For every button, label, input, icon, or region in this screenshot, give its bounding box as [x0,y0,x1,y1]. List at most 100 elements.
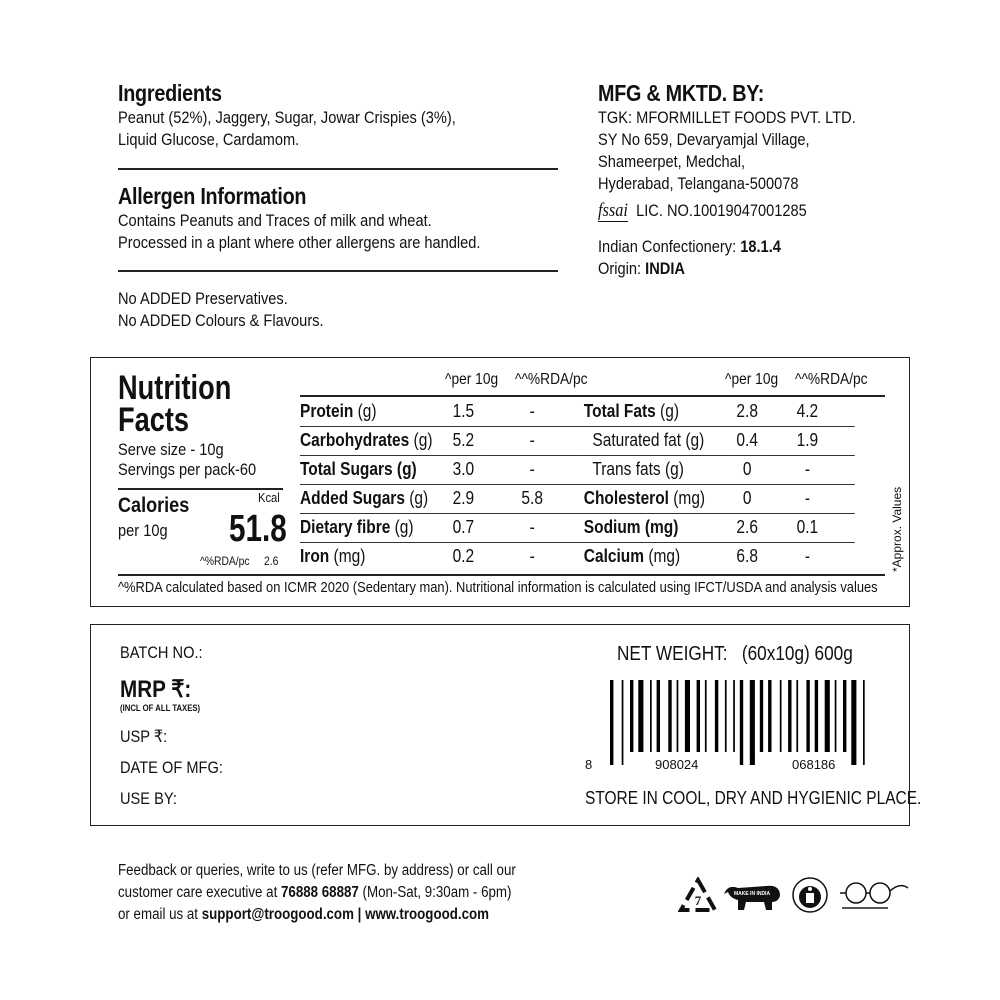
barcode-bar [863,680,865,765]
value-per-10g: 0.7 [446,513,481,543]
nutrient-unit: (g) [409,430,433,450]
nutrient-unit: (g) [353,400,377,421]
value-per-10g: 0.2 [452,546,475,567]
barcode-bar [843,680,847,752]
value-rda: - [804,546,810,567]
nutrient-unit: (g) [655,400,679,421]
nutrient-row: Protein (g) 1.5- Total Fats (g) 2.8 4.2 [300,397,855,427]
allergen-line: Processed in a plant where other allerge… [118,233,481,252]
claim: No ADDED Colours & Flavours. [118,311,324,330]
value-rda: - [760,455,855,485]
nutrient-name: Sodium (mg) [583,517,679,537]
value-rda: 0.1 [760,513,855,543]
barcode [610,680,865,765]
nutrient-name: Carbohydrates [300,430,410,450]
calories-value: 51.8 [229,508,287,550]
barcode-bar [610,680,614,765]
barcode-bar [759,680,764,752]
origin-value: INDIA [645,259,685,278]
rda-footnote: ^%RDA calculated based on ICMR 2020 (Sed… [118,579,878,596]
approx-values-note: *Approx. Values [890,486,904,572]
use-by-label: USE BY: [120,789,177,808]
nutrient-name: Protein [300,400,354,421]
email-link[interactable]: support@troogood.com [201,906,354,923]
barcode-bar [749,680,755,765]
calories-unit: Kcal [258,490,280,505]
mrp-label: MRP ₹: [120,676,192,703]
barcode-bar [638,680,644,752]
category-label: Indian Confectionery: [598,237,737,256]
barcode-bar [621,680,624,765]
nutrient-name: Total Fats [583,400,656,421]
address-line: Hyderabad, Telangana-500078 [598,174,799,193]
allergen-line: Contains Peanuts and Traces of milk and … [118,211,432,230]
calories-rda-label: ^%RDA/pc [200,554,250,568]
category-value: 18.1.4 [740,237,781,256]
barcode-bar [696,680,700,752]
value-rda: 1.9 [760,426,855,456]
address-line: TGK: MFORMILLET FOODS PVT. LTD. [598,108,856,127]
nutrient-name: Trans fats (g) [592,459,684,479]
value-rda: - [480,513,584,543]
title-line: Nutrition [118,369,232,407]
claim: No ADDED Preservatives. [118,289,288,308]
nutrient-row: Added Sugars (g) 2.9 5.8 Cholesterol (mg) 0- [300,484,855,514]
nutrient-name: Dietary fibre [300,517,391,537]
barcode-bar [824,680,830,752]
barcode-bar [779,680,782,752]
barcode-bar [630,680,634,752]
svg-text:7: 7 [695,893,702,908]
title-line: Facts [118,401,190,439]
nutrient-unit: (g) [404,488,429,508]
nutrition-table: Protein (g) 1.5- Total Fats (g) 2.8 4.2 Carbo… [300,397,855,571]
value-rda: - [760,484,855,514]
calories-label: Calories [118,494,190,517]
divider [118,168,558,170]
ingredients-heading: Ingredients [118,80,222,106]
recycle-7-icon: 7 [678,877,718,912]
website-link[interactable]: www.troogood.com [365,906,489,923]
nutrient-unit: (mg) [668,488,706,508]
value-per-10g: 3.0 [446,455,481,485]
servings-per-pack: Servings per pack-60 [118,460,257,479]
manufacturer-heading: MFG & MKTD. BY: [598,80,765,106]
net-weight-value: (60x10g) 600g [741,643,853,665]
value-per-10g: 2.6 [734,513,761,543]
barcode-bar [739,680,744,765]
ingredients-line: Peanut (52%), Jaggery, Sugar, Jowar Cris… [118,108,456,127]
swachh-bharat-glasses-icon [840,882,909,909]
make-in-india-lion-icon: MAKE IN INDIA [724,885,780,910]
barcode-bar [851,680,857,765]
nutrient-unit: (mg) [329,546,366,567]
nutrient-name: Calcium [583,546,645,567]
contact-text: customer care executive at [118,884,281,901]
svg-text:MAKE IN INDIA: MAKE IN INDIA [734,891,771,897]
phone-number: 76888 68887 [280,884,359,901]
value-rda: 4.2 [760,397,855,427]
usp-label: USP ₹: [120,727,168,746]
contact-text: (Mon-Sat, 9:30am - 6pm) [358,884,512,901]
nutrient-row: Dietary fibre (g) 0.7- Sodium (mg) 2.6 0.1 [300,513,855,543]
barcode-bar [704,680,707,752]
value-rda: - [480,426,584,456]
nutrient-unit: (mg) [644,546,681,567]
serving-info: Serve size - 10g Servings per pack-60 [118,440,256,480]
storage-instruction: STORE IN COOL, DRY AND HYGIENIC PLACE. [585,788,922,808]
nutrient-name: Total Sugars (g) [300,459,417,479]
license-number: LIC. NO.10019047001285 [636,201,807,220]
nutrient-name: Cholesterol [583,488,669,508]
value-rda: - [529,546,535,567]
barcode-bar [733,680,735,752]
calories-rda: 2.6 [264,554,279,568]
batch-label: BATCH NO.: [120,643,203,662]
origin-label: Origin: [598,259,642,278]
col-header-per-10g: ^per 10g [445,371,499,388]
barcode-bar [668,680,672,752]
address-line: Shameerpet, Medchal, [598,152,746,171]
nutrient-row: Carbohydrates (g) 5.2- Saturated fat (g) 0.… [300,426,855,456]
claims: No ADDED Preservatives. No ADDED Colours… [118,288,324,332]
barcode-bar [768,680,772,752]
barcode-bar [684,680,690,752]
nutrient-row: Total Sugars (g) 3.0- Trans fats (g) 0- [300,455,855,485]
value-per-10g: 2.8 [734,397,761,427]
